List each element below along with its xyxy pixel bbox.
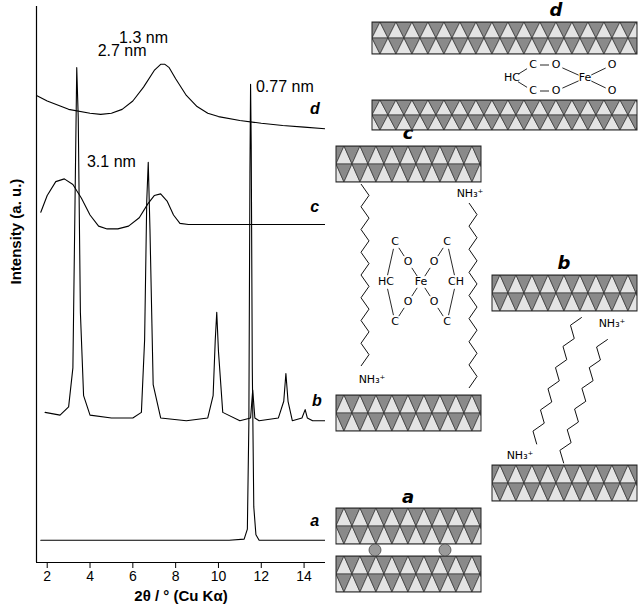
svg-text:8: 8 xyxy=(172,568,180,584)
svg-text:CH: CH xyxy=(448,275,464,288)
svg-text:2: 2 xyxy=(43,568,51,584)
svg-text:HC: HC xyxy=(378,275,394,288)
svg-text:O: O xyxy=(430,295,439,308)
svg-text:Fe: Fe xyxy=(415,275,428,288)
svg-text:a: a xyxy=(310,512,319,529)
svg-text:O: O xyxy=(430,255,439,268)
svg-text:14: 14 xyxy=(296,568,312,584)
svg-text:NH₃⁺: NH₃⁺ xyxy=(359,373,386,386)
svg-text:2.7 nm: 2.7 nm xyxy=(98,42,147,59)
svg-text:O: O xyxy=(552,84,561,97)
svg-text:O: O xyxy=(608,58,617,71)
svg-text:1.3 nm: 1.3 nm xyxy=(119,29,168,47)
svg-text:C: C xyxy=(529,58,537,71)
svg-text:0.77 nm: 0.77 nm xyxy=(256,78,314,95)
svg-text:12: 12 xyxy=(253,568,269,584)
svg-text:2θ / ° (Cu Kα): 2θ / ° (Cu Kα) xyxy=(134,587,227,604)
svg-text:NH₃⁺: NH₃⁺ xyxy=(599,317,626,330)
svg-text:10: 10 xyxy=(211,568,227,584)
svg-text:d: d xyxy=(550,0,564,20)
svg-text:NH₃⁺: NH₃⁺ xyxy=(507,449,534,462)
svg-text:C: C xyxy=(391,235,399,248)
svg-text:3.1 nm: 3.1 nm xyxy=(87,153,136,170)
svg-text:a: a xyxy=(402,486,414,507)
svg-text:NH₃⁺: NH₃⁺ xyxy=(457,187,484,200)
svg-text:O: O xyxy=(404,255,413,268)
svg-text:C: C xyxy=(443,235,451,248)
svg-text:c: c xyxy=(402,122,414,143)
svg-text:C: C xyxy=(529,84,537,97)
svg-text:Fe: Fe xyxy=(579,71,592,84)
svg-text:Intensity (a. u.): Intensity (a. u.) xyxy=(7,179,24,285)
svg-text:C: C xyxy=(443,315,451,328)
svg-text:b: b xyxy=(312,392,322,409)
svg-text:C: C xyxy=(391,315,399,328)
svg-text:HC: HC xyxy=(504,71,520,84)
svg-text:b: b xyxy=(558,252,571,273)
svg-text:c: c xyxy=(310,198,319,215)
svg-text:O: O xyxy=(404,295,413,308)
svg-text:O: O xyxy=(552,58,561,71)
svg-text:O: O xyxy=(608,84,617,97)
svg-text:6: 6 xyxy=(129,568,137,584)
svg-text:d: d xyxy=(310,100,321,117)
svg-text:4: 4 xyxy=(86,568,94,584)
